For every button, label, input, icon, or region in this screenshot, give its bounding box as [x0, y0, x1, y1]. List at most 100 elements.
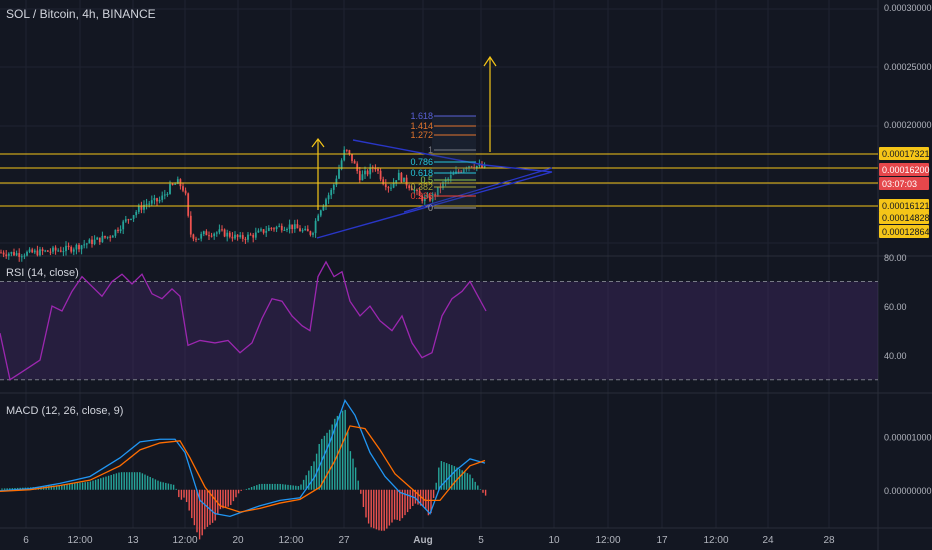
candle-body: [202, 231, 205, 235]
triangle-pattern: [316, 139, 553, 239]
candle-body: [413, 190, 416, 192]
candle-body: [361, 174, 364, 181]
candle-body: [75, 244, 78, 250]
candle-body: [249, 234, 252, 236]
candle-body: [322, 205, 325, 211]
candle-body: [153, 198, 156, 201]
candle-body: [65, 245, 67, 252]
candle-body: [348, 150, 351, 154]
candle-body: [13, 252, 15, 256]
candle-body: [358, 170, 361, 181]
candles: [0, 146, 486, 262]
candle-body: [280, 225, 283, 231]
candle-body: [213, 233, 216, 237]
candle-body: [301, 230, 304, 232]
candle-body: [319, 210, 322, 216]
candle-body: [384, 184, 387, 188]
candle-body: [470, 166, 473, 168]
time-axis-tick: 10: [548, 535, 560, 546]
candle-body: [330, 189, 333, 196]
time-axis-tick: 12:00: [67, 535, 92, 546]
candle-body: [387, 187, 390, 189]
candle-body: [483, 165, 486, 168]
candle-body: [462, 169, 465, 173]
candle-body: [335, 178, 338, 185]
candle-body: [327, 195, 330, 200]
candle-body: [210, 235, 213, 237]
candle-body: [439, 187, 442, 189]
candle-body: [158, 199, 161, 202]
candle-body: [46, 250, 49, 252]
candle-body: [369, 167, 372, 175]
candle-body: [140, 206, 143, 210]
candle-body: [200, 234, 203, 239]
candle-body: [195, 238, 197, 240]
time-axis-tick: 13: [127, 535, 139, 546]
candle-body: [410, 188, 413, 191]
candle-body: [236, 234, 239, 238]
candle-body: [223, 229, 226, 237]
candle-body: [418, 190, 421, 196]
candle-body: [478, 164, 481, 166]
candle-body: [317, 215, 320, 221]
candle-body: [169, 183, 171, 194]
candle-body: [403, 177, 405, 182]
symbol-title: SOL / Bitcoin, 4h, BINANCE: [6, 7, 156, 21]
candle-body: [80, 245, 83, 250]
time-axis-tick: 24: [762, 535, 774, 546]
candle-body: [5, 254, 8, 256]
level-tag-3-bg: [879, 211, 929, 224]
candle-body: [325, 199, 327, 206]
candle-body: [2, 252, 5, 255]
candle-body: [468, 166, 470, 169]
candle-body: [392, 182, 395, 188]
candle-body: [78, 244, 80, 250]
rsi-band: [0, 281, 878, 380]
candle-body: [351, 153, 353, 161]
candle-body: [208, 235, 210, 237]
candle-body: [176, 179, 179, 184]
candle-body: [252, 234, 255, 238]
candle-body: [0, 252, 2, 254]
candle-body: [442, 182, 444, 189]
candle-body: [28, 249, 31, 252]
candle-body: [20, 256, 23, 258]
fib-label-9: 0: [428, 203, 433, 213]
level-tag-4: 0.00012864: [879, 225, 930, 238]
candle-body: [124, 219, 127, 222]
candle-body: [382, 179, 385, 185]
candle-body: [132, 215, 135, 219]
candle-body: [192, 234, 195, 239]
candle-body: [379, 170, 382, 180]
candle-body: [423, 197, 426, 201]
candle-body: [431, 193, 434, 201]
candle-body: [104, 235, 106, 238]
macd-pane-label: MACD (12, 26, close, 9): [6, 405, 124, 417]
candle-body: [426, 196, 429, 198]
candle-body: [244, 238, 247, 240]
candle-body: [7, 253, 10, 256]
candle-body: [127, 219, 130, 221]
fib-label-0: 1.618: [410, 111, 433, 121]
candle-body: [314, 220, 317, 234]
candle-body: [148, 203, 151, 205]
candle-body: [309, 231, 312, 235]
level-tag-4-bg: [879, 225, 929, 238]
candle-body: [416, 190, 418, 192]
candle-body: [52, 247, 54, 252]
candle-body: [156, 198, 158, 202]
time-axis-tick: 17: [656, 535, 668, 546]
candle-body: [304, 228, 307, 231]
candle-body: [429, 196, 431, 201]
candle-body: [278, 225, 281, 227]
candle-body: [338, 169, 340, 179]
fib-label-6: 0.5: [420, 175, 433, 185]
arrow-up-1-head: [311, 138, 325, 148]
candle-body: [390, 187, 392, 189]
candle-body: [364, 170, 366, 175]
current-price-tag-bg: [879, 163, 929, 176]
candle-body: [356, 163, 359, 171]
candle-body: [96, 237, 99, 240]
